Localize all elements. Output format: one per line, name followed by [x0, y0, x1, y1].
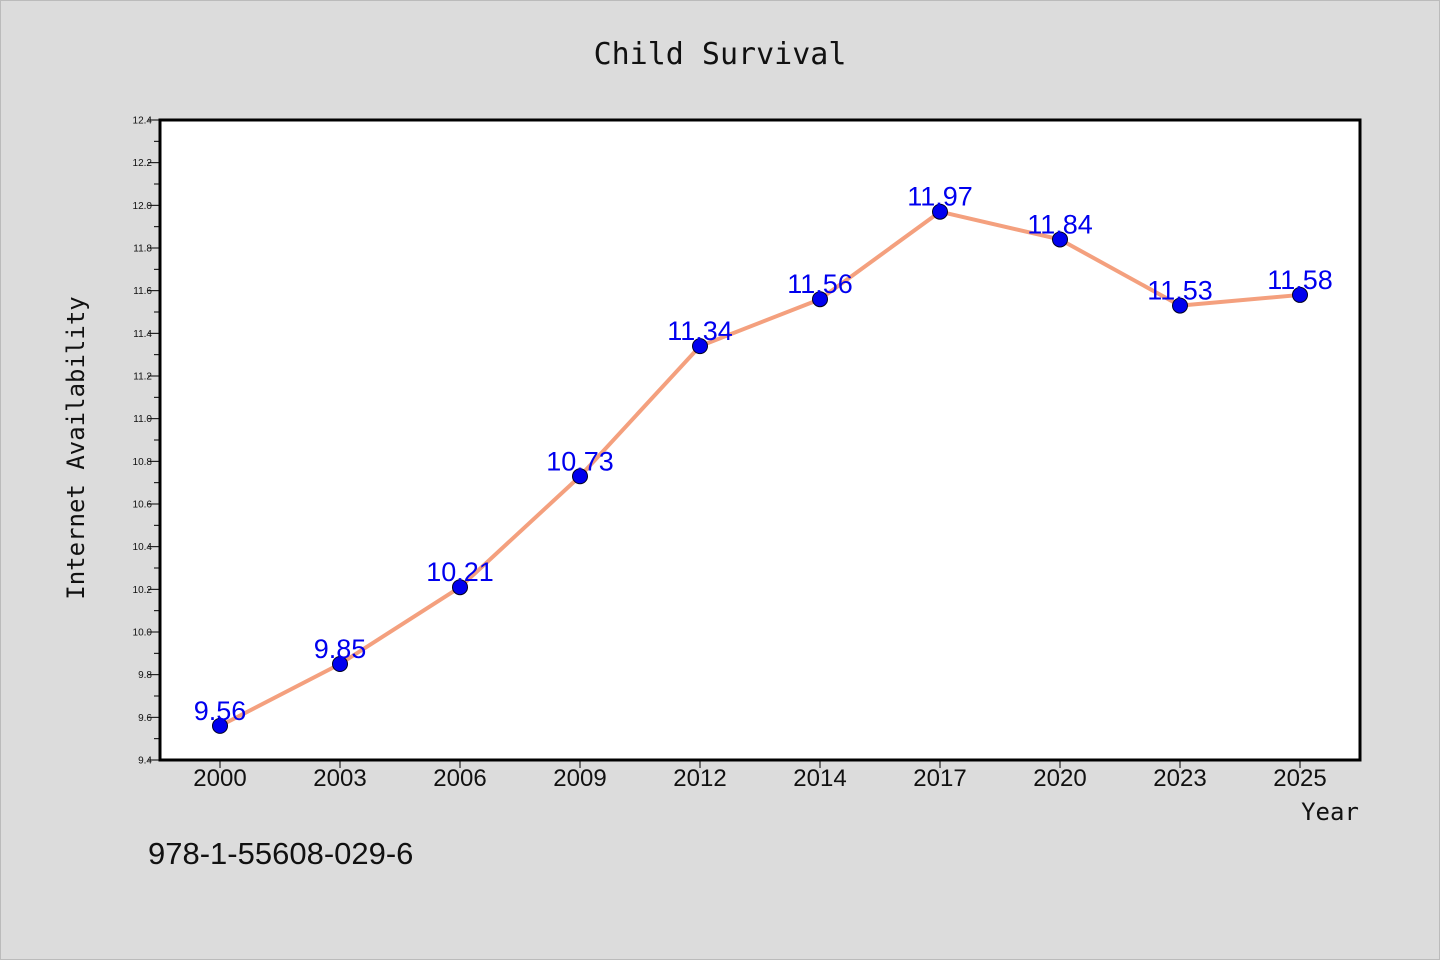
y-tick-label: 10.8 — [133, 457, 153, 468]
y-tick-label: 12.4 — [133, 116, 153, 127]
y-tick-label: 10.4 — [133, 542, 153, 553]
data-point — [1292, 286, 1308, 303]
data-point — [572, 468, 588, 485]
data-label: 11.53 — [1147, 276, 1213, 306]
chart-title: Child Survival — [594, 37, 847, 72]
x-tick-label: 2023 — [1153, 765, 1206, 792]
y-tick-label: 9.8 — [138, 670, 152, 681]
y-tick-label: 11.6 — [133, 286, 152, 297]
x-axis-title: Year — [1301, 798, 1359, 826]
y-tick-label: 12.0 — [133, 201, 153, 212]
y-tick-label: 9.4 — [138, 756, 152, 767]
y-tick-label: 12.2 — [133, 158, 153, 169]
data-point — [212, 717, 228, 734]
y-tick-label: 9.6 — [138, 713, 152, 724]
isbn-footnote: 978-1-55608-029-6 — [148, 836, 413, 871]
data-label: 11.56 — [787, 269, 853, 299]
y-tick-label: 11.8 — [133, 244, 152, 255]
data-series: 9.56 9.85 10.21 10.73 11.34 11.56 11.97 11.84 11… — [194, 182, 1333, 734]
y-tick-label: 11.0 — [133, 414, 152, 425]
y-tick-label: 10.2 — [133, 585, 153, 596]
data-label: 11.34 — [667, 316, 733, 346]
data-label: 11.97 — [907, 182, 973, 212]
y-tick-label: 11.4 — [133, 329, 152, 340]
data-point — [1172, 297, 1188, 314]
data-label: 11.84 — [1027, 209, 1093, 239]
data-label: 9.85 — [314, 634, 367, 664]
y-tick-label: 10.0 — [133, 628, 153, 639]
x-tick-label: 2017 — [913, 765, 966, 792]
x-tick-label: 2003 — [313, 765, 366, 792]
data-label: 9.56 — [194, 696, 247, 726]
data-point — [1052, 231, 1068, 248]
data-label: 11.58 — [1267, 265, 1333, 295]
data-point — [692, 338, 708, 355]
series-line — [218, 209, 1302, 728]
x-axis: 2000 2003 2006 2009 2012 2014 2017 2020 2023 2025 — [193, 760, 1327, 792]
y-tick-label: 10.6 — [133, 500, 153, 511]
x-tick-label: 2012 — [673, 765, 726, 792]
data-point — [332, 656, 348, 672]
data-point — [812, 291, 828, 308]
y-axis-title: Internet Availability — [62, 296, 90, 599]
data-label: 10.73 — [546, 446, 614, 476]
x-tick-label: 2014 — [793, 765, 846, 792]
data-point — [932, 203, 948, 220]
data-point — [452, 579, 468, 596]
x-tick-label: 2009 — [553, 765, 606, 792]
y-axis: 9.4 9.6 9.8 10.0 10.2 10.4 10.6 10.8 11.0 11.2 11.… — [133, 116, 160, 767]
y-tick-label: 11.2 — [133, 372, 152, 383]
x-tick-label: 2020 — [1033, 765, 1086, 792]
data-label: 10.21 — [426, 557, 494, 587]
x-tick-label: 2006 — [433, 765, 486, 792]
x-tick-label: 2000 — [193, 765, 246, 792]
x-tick-label: 2025 — [1273, 765, 1326, 792]
